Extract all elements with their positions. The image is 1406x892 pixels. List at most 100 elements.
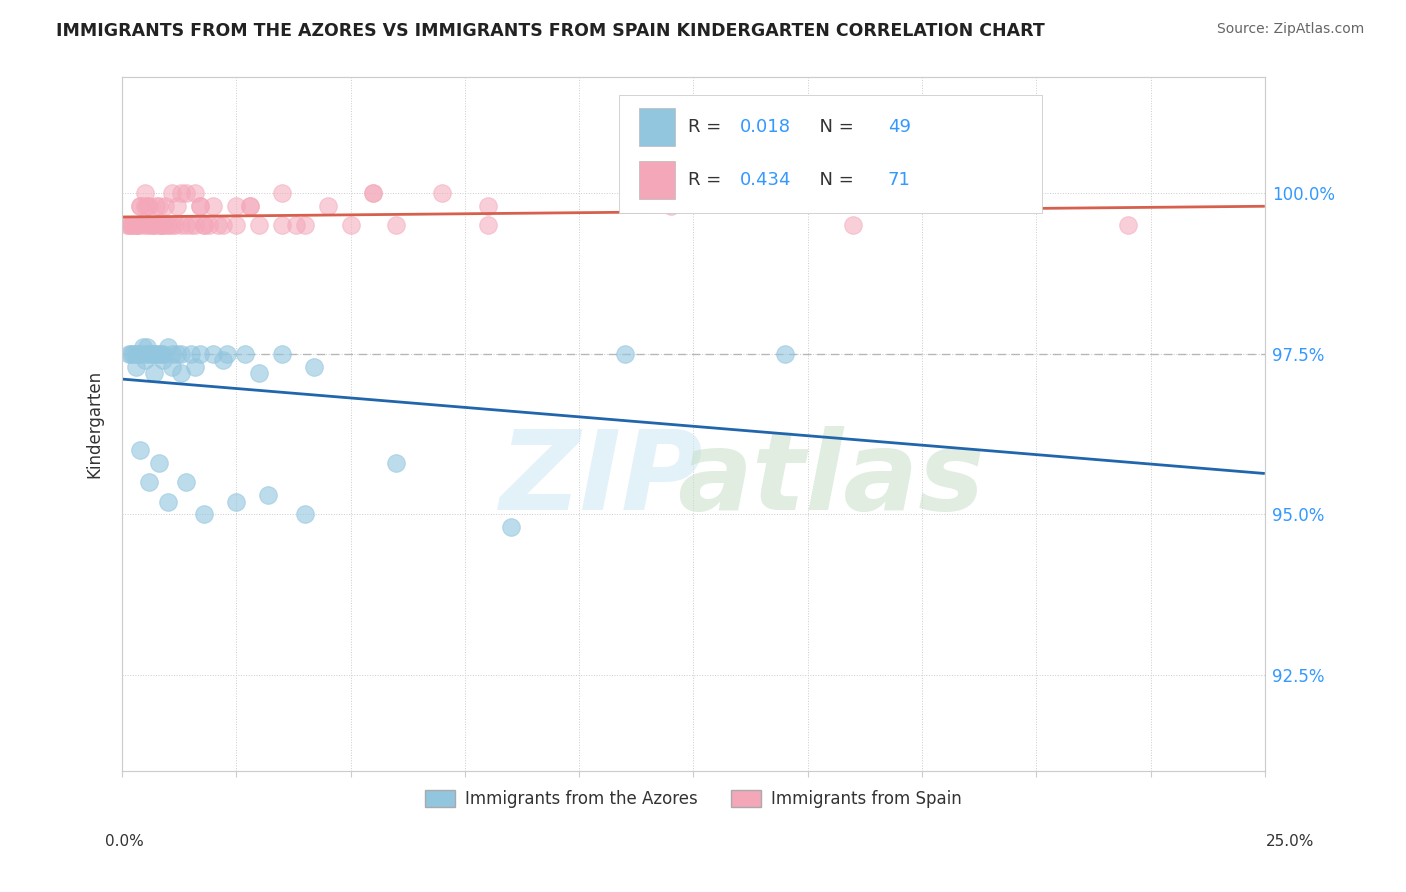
Point [129,347,152,361]
Point [148,347,170,361]
Point [202,199,225,213]
Point [162,186,184,200]
Point [193,508,215,522]
FancyBboxPatch shape [638,108,675,146]
Point [773,347,796,361]
Point [156,218,179,232]
Point [125,218,148,232]
Point [166,347,188,361]
Point [138,475,160,490]
Point [247,366,270,380]
Point [211,353,233,368]
Point [120,218,142,232]
Point [188,347,211,361]
Point [385,218,408,232]
Point [141,347,163,361]
Point [143,366,166,380]
Point [120,347,142,361]
Point [143,218,166,232]
Text: 49: 49 [887,119,911,136]
Point [141,218,163,232]
Text: atlas: atlas [676,426,984,533]
Point [170,347,193,361]
Point [477,199,499,213]
Point [138,218,160,232]
Point [193,218,215,232]
Point [613,347,636,361]
Point [129,199,152,213]
Point [225,218,247,232]
Point [148,199,170,213]
Text: N =: N = [807,171,859,189]
Point [134,353,156,368]
Point [294,218,316,232]
Point [430,186,453,200]
Point [156,340,179,354]
Point [174,475,197,490]
Point [152,353,174,368]
Point [143,347,166,361]
Point [149,218,172,232]
Point [198,218,221,232]
Text: Source: ZipAtlas.com: Source: ZipAtlas.com [1216,22,1364,37]
Point [120,218,142,232]
Point [129,443,152,458]
Point [162,359,184,374]
Point [152,218,174,232]
Point [127,218,149,232]
Point [659,199,682,213]
Point [127,218,149,232]
Point [152,347,174,361]
Point [225,199,247,213]
Point [499,520,522,534]
Point [129,199,152,213]
Point [188,199,211,213]
Y-axis label: Kindergarten: Kindergarten [86,370,103,478]
Point [202,347,225,361]
Point [180,347,202,361]
Point [118,347,141,361]
Point [271,218,294,232]
Point [188,199,211,213]
Point [125,359,148,374]
Point [134,186,156,200]
FancyBboxPatch shape [619,95,1042,213]
Point [148,218,170,232]
Text: IMMIGRANTS FROM THE AZORES VS IMMIGRANTS FROM SPAIN KINDERGARTEN CORRELATION CHA: IMMIGRANTS FROM THE AZORES VS IMMIGRANTS… [56,22,1045,40]
Point [162,218,184,232]
Point [284,218,307,232]
Point [193,218,215,232]
Text: 71: 71 [887,171,911,189]
Point [155,199,177,213]
Point [184,218,207,232]
Point [316,199,339,213]
Point [149,218,172,232]
Point [125,218,148,232]
Point [339,218,361,232]
Point [136,199,159,213]
Point [217,347,239,361]
Point [149,347,172,361]
Point [257,488,280,502]
Point [477,218,499,232]
Point [125,347,148,361]
FancyBboxPatch shape [638,161,675,199]
Point [134,347,156,361]
Point [174,218,197,232]
Point [115,218,138,232]
Point [225,494,247,508]
Point [145,199,167,213]
Point [271,347,294,361]
Point [363,186,385,200]
Text: R =: R = [688,119,727,136]
Point [143,218,166,232]
Point [145,347,167,361]
Point [118,218,141,232]
Point [842,218,865,232]
Point [131,218,153,232]
Point [138,199,160,213]
Text: ZIP: ZIP [501,426,704,533]
Point [122,347,145,361]
Point [127,347,149,361]
Text: 0.018: 0.018 [741,119,792,136]
